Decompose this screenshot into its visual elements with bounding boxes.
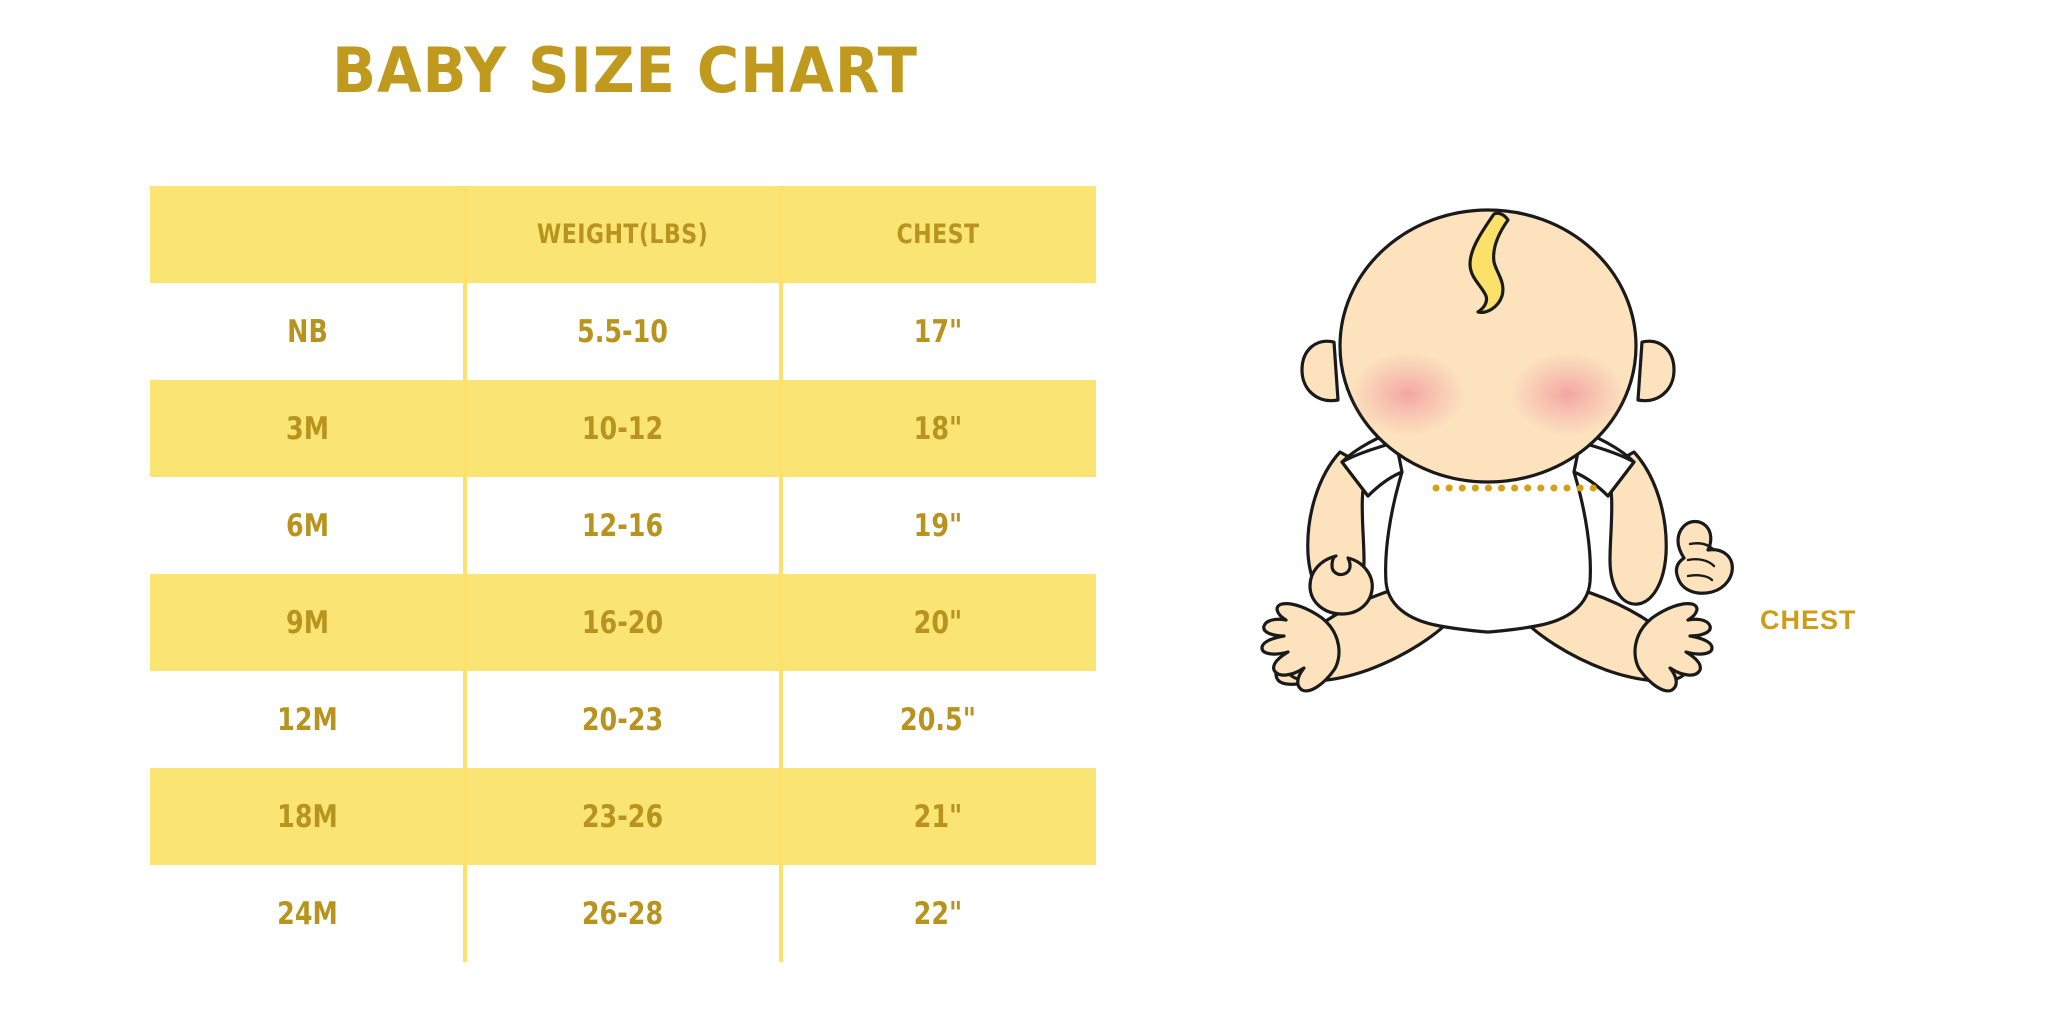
cell-weight: 16-20 [581,604,664,641]
left-blush-cheek [1350,352,1466,436]
left-sleeve-cuff [1340,440,1404,498]
right-fist [1674,519,1734,595]
cell-chest: 19" [913,507,963,544]
cell-weight: 5.5-10 [577,313,668,350]
column-divider-1 [463,186,467,962]
right-arm [1604,450,1668,606]
table-row: 3M 10-12 18" [150,380,1096,477]
cell-weight: 26-28 [581,895,664,932]
cell-size: 3M [286,410,329,447]
cell-chest: 21" [913,798,963,835]
right-foot [1633,602,1714,693]
cell-weight: 20-23 [581,701,664,738]
chest-measure-label: CHEST [1760,605,1857,635]
page-title: BABY SIZE CHART [332,34,918,107]
baby-illustration [1230,208,1750,870]
table-row: NB 5.5-10 17" [150,283,1096,380]
cell-chest: 18" [913,410,963,447]
table-row: 6M 12-16 19" [150,477,1096,574]
cell-size: 12M [277,701,338,738]
right-blush-cheek [1510,352,1626,436]
cell-weight: 12-16 [581,507,664,544]
cell-weight: 23-26 [581,798,664,835]
right-ear [1636,339,1676,403]
table-row: 12M 20-23 20.5" [150,671,1096,768]
left-foot [1260,602,1341,693]
cell-chest: 20" [913,604,963,641]
header-weight: WEIGHT(LBS) [536,219,709,250]
cell-size: 18M [277,798,338,835]
table-header-row: WEIGHT(LBS) CHEST [150,186,1096,283]
cell-chest: 17" [913,313,963,350]
cell-size: 24M [277,895,338,932]
right-sleeve-cuff [1572,440,1636,498]
table-row: 18M 23-26 21" [150,768,1096,865]
cell-chest: 20.5" [900,701,976,738]
cell-size: NB [287,313,328,350]
header-chest: CHEST [896,219,980,250]
cell-size: 6M [286,507,329,544]
table-row: 9M 16-20 20" [150,574,1096,671]
cell-weight: 10-12 [581,410,664,447]
cell-size: 9M [286,604,329,641]
right-fist-knuckles [1686,542,1716,582]
column-divider-2 [779,186,783,962]
left-ear [1300,339,1340,403]
left-fist [1308,554,1374,616]
hair-tuft [1468,211,1510,314]
table-row: 24M 26-28 22" [150,865,1096,962]
size-table: WEIGHT(LBS) CHEST NB 5.5-10 17" 3M 10-12… [150,186,1096,962]
cell-chest: 22" [913,895,963,932]
